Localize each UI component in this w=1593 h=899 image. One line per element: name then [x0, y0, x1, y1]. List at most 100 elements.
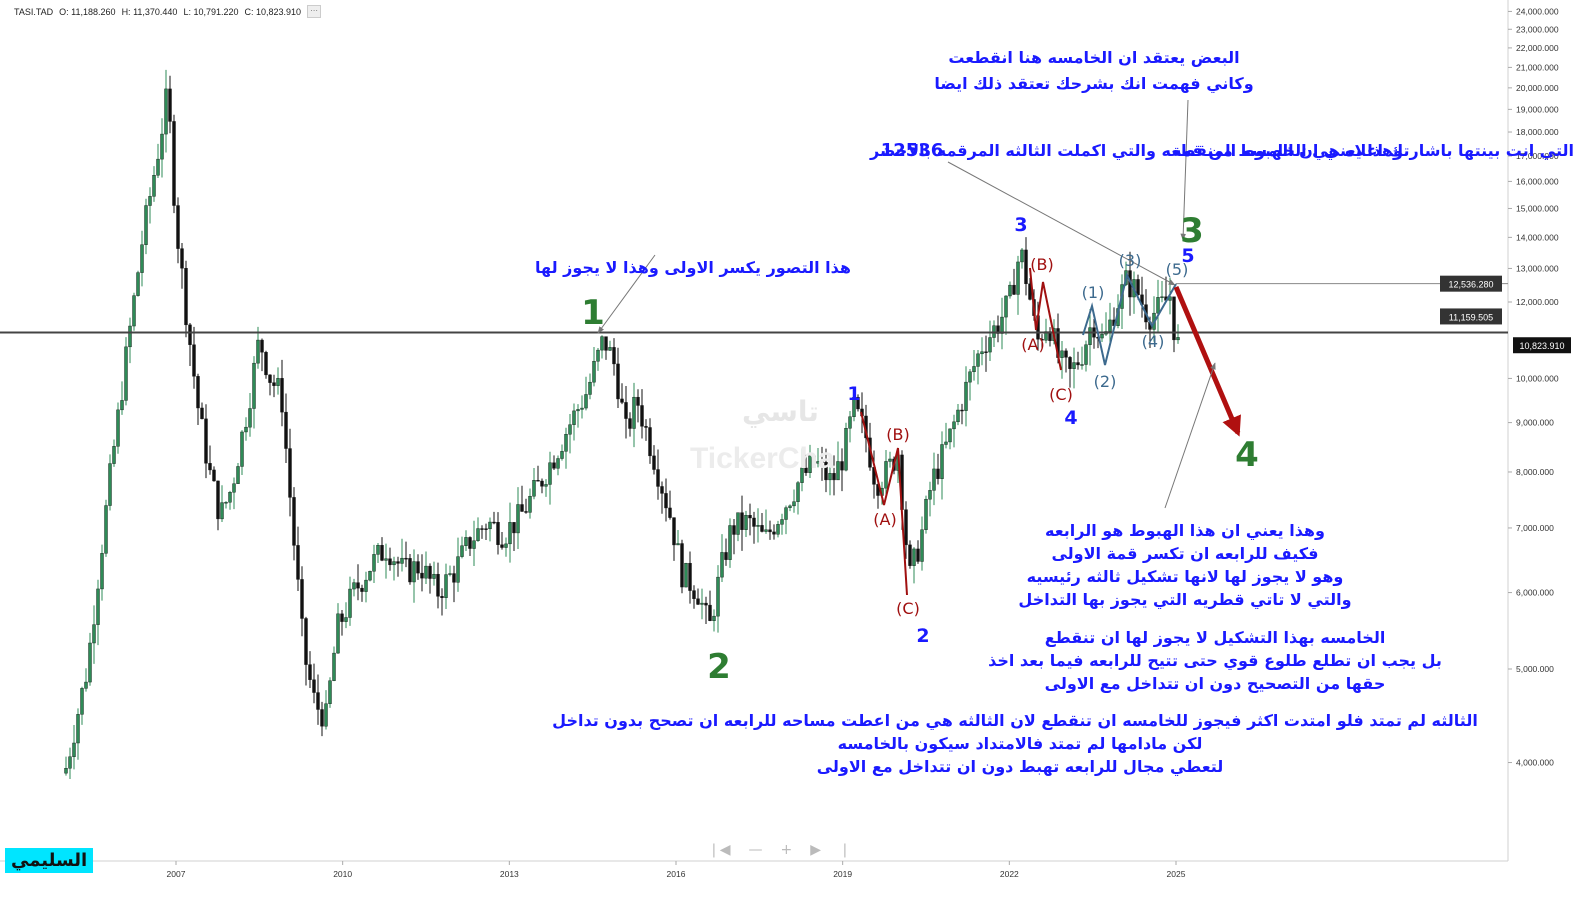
- candle-body: [1024, 249, 1028, 285]
- candle-body: [472, 540, 476, 549]
- candle-body: [364, 579, 368, 592]
- candle-body: [564, 434, 568, 452]
- candle-body: [228, 492, 232, 503]
- candle-body: [476, 528, 480, 541]
- annotation-decline-pre: وهذا يعني ان الهبوط من قمة: [1172, 141, 1403, 161]
- candle-body: [948, 428, 952, 443]
- candle-body: [636, 396, 640, 406]
- candle-body: [668, 507, 672, 518]
- candle-body: [700, 602, 704, 605]
- candle-body: [580, 407, 584, 410]
- candle-body: [1012, 284, 1016, 295]
- zoom-out-icon[interactable]: —: [748, 842, 763, 858]
- candle-body: [288, 448, 292, 498]
- y-tick-label: 13,000.000: [1516, 263, 1559, 273]
- candle-body: [408, 558, 412, 583]
- candle-body: [808, 455, 812, 473]
- candle-body: [620, 398, 624, 403]
- wave-label-blue-4: 4: [1064, 407, 1077, 429]
- candle-body: [916, 548, 920, 562]
- candle-body: [856, 396, 860, 410]
- candle-body: [116, 409, 120, 447]
- candle-body: [328, 680, 332, 704]
- candle-body: [704, 602, 708, 606]
- scroll-end-icon[interactable]: ❘: [839, 842, 851, 858]
- arrow-to-wave4: [1164, 362, 1216, 509]
- candle-body: [804, 467, 808, 473]
- price-tag-12536: 12,536.280: [1448, 280, 1493, 290]
- candle-body: [336, 613, 340, 654]
- candle-body: [540, 480, 544, 487]
- candle-body: [260, 339, 264, 353]
- x-tick-label: 2007: [167, 869, 186, 879]
- candle-body: [268, 374, 272, 383]
- candle-body: [976, 353, 980, 367]
- candle-body: [372, 554, 376, 572]
- candle-body: [956, 409, 960, 423]
- y-tick-label: 12,000.000: [1516, 297, 1559, 307]
- candle-body: [924, 498, 928, 530]
- candle-body: [740, 512, 744, 530]
- scroll-right-icon[interactable]: ▶: [810, 842, 822, 858]
- candle-body: [200, 407, 204, 420]
- annotation-peak-number: 12536: [881, 140, 944, 161]
- candle-body: [160, 133, 164, 160]
- candle-body: [396, 561, 400, 564]
- y-tick-label: 9,000.000: [1516, 418, 1554, 428]
- close-value: C: 10,823.910: [244, 6, 302, 17]
- candle-body: [532, 480, 536, 497]
- y-tick-label: 15,000.000: [1516, 203, 1559, 213]
- candle-body: [1136, 279, 1140, 296]
- zoom-in-icon[interactable]: +: [780, 842, 793, 858]
- candle-body: [1000, 316, 1004, 334]
- scroll-left-icon[interactable]: ❘◀: [708, 842, 731, 858]
- candle-body: [928, 490, 932, 500]
- candle-body: [936, 468, 940, 479]
- candle-body: [412, 561, 416, 583]
- more-options-icon[interactable]: ···: [307, 5, 322, 18]
- candle-body: [720, 552, 724, 578]
- candle-body: [524, 511, 528, 513]
- candle-body: [888, 458, 892, 462]
- candle-body: [416, 561, 420, 574]
- candle-body: [1020, 249, 1024, 263]
- chart-nav-controls: ❘◀ — + ▶ ❘: [708, 842, 851, 858]
- candle-body: [732, 525, 736, 535]
- candle-body: [320, 709, 324, 727]
- candle-body: [148, 196, 152, 206]
- wave-label-sub-1: (1): [1082, 283, 1105, 302]
- watermark-arabic: تاسي: [742, 395, 819, 428]
- candle-body: [448, 573, 452, 575]
- candle-body: [788, 505, 792, 508]
- candle-body: [552, 462, 556, 469]
- candle-body: [588, 381, 592, 395]
- candle-body: [196, 376, 200, 409]
- candle-body: [664, 493, 668, 509]
- candle-body: [400, 557, 404, 564]
- candle-body: [1068, 357, 1072, 369]
- high-value: H: 11,370.440: [121, 6, 178, 17]
- candle-body: [340, 613, 344, 622]
- candle-body: [760, 525, 764, 532]
- candle-body: [120, 400, 124, 411]
- candle-body: [772, 531, 776, 535]
- annotation-third-line: لتعطي مجال للرابعه تهبط دون ان تتداخل مع…: [817, 757, 1224, 777]
- candle-body: [324, 703, 328, 727]
- candle-body: [464, 537, 468, 546]
- price-tag-11159-bg: [1440, 308, 1502, 325]
- candle-body: [220, 502, 224, 520]
- candle-body: [444, 574, 448, 598]
- candle-body: [76, 714, 80, 744]
- candle-body: [1156, 297, 1160, 314]
- candle-body: [344, 617, 348, 622]
- candle-body: [676, 543, 680, 546]
- candle-body: [420, 572, 424, 579]
- candle-body: [164, 88, 168, 135]
- candle-body: [104, 505, 108, 554]
- y-tick-label: 5,000.000: [1516, 664, 1554, 674]
- candle-body: [920, 529, 924, 562]
- candle-body: [544, 484, 548, 487]
- candle-body: [316, 692, 320, 710]
- candle-body: [536, 480, 540, 482]
